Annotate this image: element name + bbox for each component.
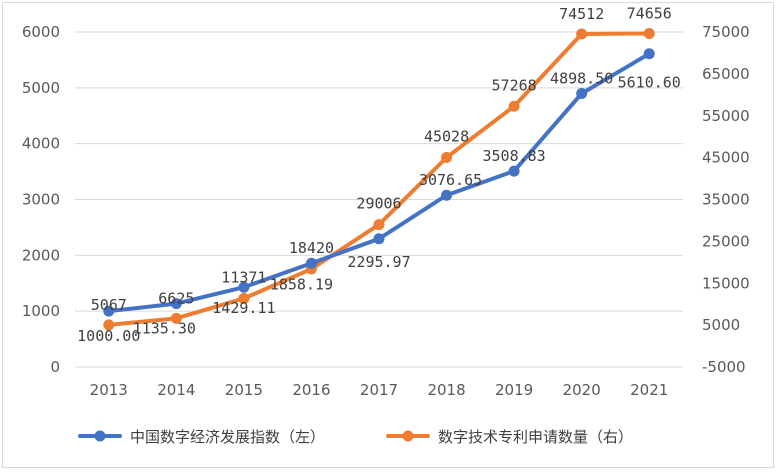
x-tick-label: 2014 [157, 381, 195, 399]
series-0-data-label: 1135.30 [133, 320, 196, 338]
y-right-tick-label: 45000 [702, 149, 750, 167]
series-1-point [103, 319, 115, 331]
y-right-tick-label: 75000 [702, 23, 750, 41]
series-1-data-label: 6625 [158, 289, 194, 307]
series-0-data-label: 1429.11 [212, 299, 275, 317]
x-tick-label: 2020 [563, 381, 601, 399]
series-0-point [170, 298, 182, 310]
x-tick-label: 2021 [630, 381, 668, 399]
series-1-data-label: 57268 [492, 76, 537, 94]
series-1-data-label: 74656 [627, 4, 672, 22]
series-1-point [441, 152, 453, 164]
y-left-tick-label: 4000 [22, 135, 60, 153]
legend-label: 数字技术专利申请数量（右） [438, 428, 633, 446]
y-left-tick-label: 6000 [22, 23, 60, 41]
series-1-point [238, 292, 250, 304]
y-right-tick-label: 15000 [702, 274, 750, 292]
series-0-point [576, 88, 588, 100]
y-right-tick-label: 65000 [702, 65, 750, 83]
series-1-point [170, 312, 182, 324]
series-1-data-label: 5067 [91, 296, 127, 314]
series-1-data-label: 45028 [424, 128, 469, 146]
series-0-data-label: 1000.00 [77, 327, 140, 345]
series-0-point [643, 48, 655, 60]
series-0-data-label: 3076.65 [419, 171, 482, 189]
series-1-data-label: 18420 [289, 239, 334, 257]
series-0-data-label: 5610.60 [618, 74, 681, 92]
series-0-data-label: 1858.19 [270, 275, 333, 293]
x-tick-label: 2013 [90, 381, 128, 399]
series-1-data-label: 29006 [356, 195, 401, 213]
x-tick-label: 2017 [360, 381, 398, 399]
legend-label: 中国数字经济发展指数（左） [130, 428, 325, 446]
series-0-point [373, 233, 385, 245]
series-1-point [576, 28, 588, 40]
y-right-tick-label: 55000 [702, 107, 750, 125]
series-0-point [103, 305, 115, 317]
series-0-data-label: 2295.97 [347, 253, 410, 271]
y-left-tick-label: 2000 [22, 246, 60, 264]
series-0-point [508, 165, 520, 177]
series-line-0 [106, 51, 652, 314]
y-right-tick-label: 5000 [702, 316, 740, 334]
y-left-tick-label: 3000 [22, 191, 60, 209]
series-1-point [643, 27, 655, 39]
series-1-point [373, 219, 385, 231]
series-0-point [238, 281, 250, 293]
x-tick-label: 2015 [225, 381, 263, 399]
series-0-point [305, 257, 317, 269]
y-right-tick-label: -5000 [702, 358, 746, 376]
y-left-tick-label: 5000 [22, 79, 60, 97]
x-tick-label: 2016 [292, 381, 330, 399]
y-right-tick-label: 25000 [702, 232, 750, 250]
legend-swatch-marker [94, 430, 106, 442]
series-1-point [508, 100, 520, 112]
legend-swatch-marker [402, 430, 414, 442]
y-left-tick-label: 0 [50, 358, 60, 376]
series-0-data-label: 4898.50 [550, 70, 613, 88]
y-left-tick-label: 1000 [22, 302, 60, 320]
series-0-point [441, 189, 453, 201]
x-tick-label: 2019 [495, 381, 533, 399]
series-0-data-label: 3508.83 [483, 147, 546, 165]
y-right-tick-label: 35000 [702, 191, 750, 209]
series-1-data-label: 11371 [221, 268, 266, 286]
x-tick-label: 2018 [427, 381, 465, 399]
series-1-data-label: 74512 [559, 5, 604, 23]
